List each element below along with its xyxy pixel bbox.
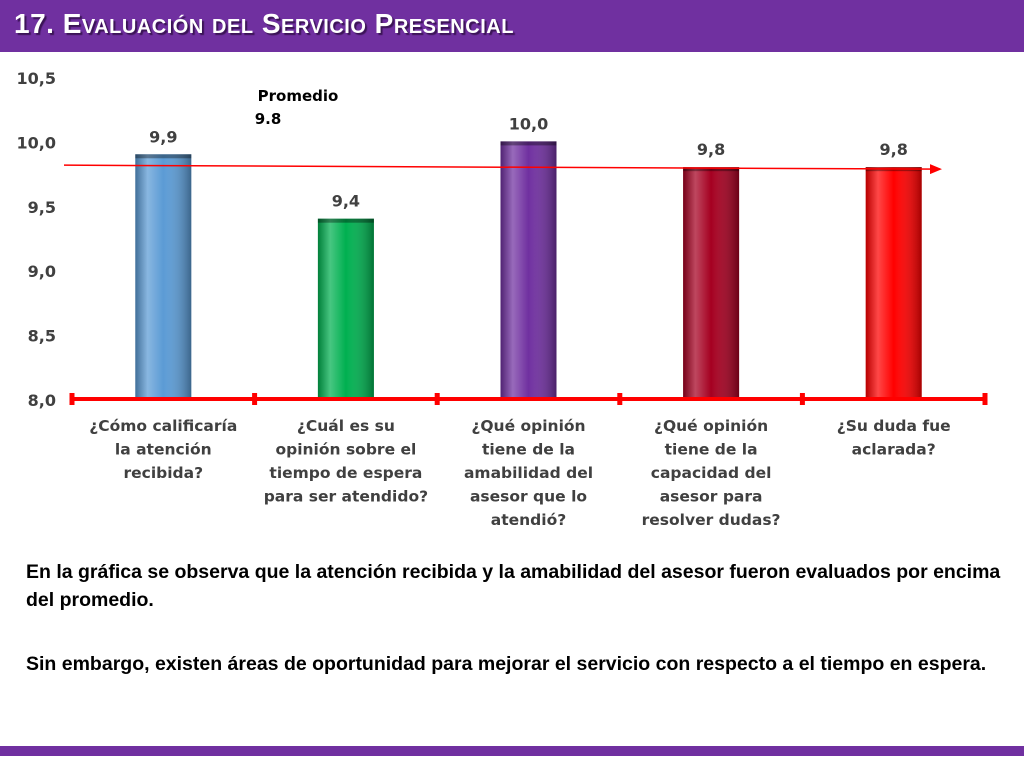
bar-shading: [135, 154, 192, 399]
category-label: aclarada?: [852, 441, 936, 459]
category-label: recibida?: [123, 464, 203, 482]
labels-group: 8,0 8,5 9,0 9,5 10,0 10,5 9,9 ¿Cómo calificaría…: [17, 69, 951, 529]
y-tick-label: 9,0: [28, 262, 56, 281]
bar-shading: [865, 167, 922, 399]
page-title: 17. Evaluación del Servicio Presencial: [14, 8, 514, 39]
category-label: resolver dudas?: [642, 511, 781, 529]
y-tick-label: 10,5: [17, 69, 56, 88]
value-label: 10,0: [509, 114, 548, 133]
bar-chart: 8,0 8,5 9,0 9,5 10,0 10,5 9,9 ¿Cómo calificaría…: [17, 69, 988, 529]
category-label: para ser atendido?: [264, 488, 428, 506]
average-line: [63, 164, 942, 175]
category-label: tiene de la: [665, 441, 758, 459]
value-label: 9,9: [149, 127, 177, 146]
y-tick-label: 9,5: [28, 198, 56, 217]
footer-bar: [0, 746, 1024, 756]
category-label: asesor para: [660, 488, 763, 506]
value-label: 9,4: [332, 192, 360, 211]
category-label: la atención: [115, 441, 212, 459]
bar-top-edge: [683, 167, 740, 172]
summary-paragraph-1: En la gráfica se observa que la atención…: [26, 561, 1001, 611]
bar-top-edge: [135, 154, 192, 159]
bar-top-edge: [317, 218, 374, 223]
category-label: ¿Cuál es su: [297, 417, 395, 435]
value-label: 9,8: [880, 140, 908, 159]
category-label: tiene de la: [482, 441, 575, 459]
bar-shading: [317, 218, 374, 399]
y-tick-label: 8,5: [28, 327, 56, 346]
category-label: asesor que lo: [470, 488, 587, 506]
bar-shading: [683, 167, 740, 399]
y-tick-label: 10,0: [17, 133, 56, 152]
category-label: ¿Qué opinión: [471, 417, 585, 435]
value-label: 9,8: [697, 140, 725, 159]
category-label: ¿Qué opinión: [654, 417, 768, 435]
category-label: atendió?: [491, 511, 566, 529]
y-tick-label: 8,0: [28, 391, 56, 410]
bars-group: [135, 141, 922, 399]
average-group: [63, 164, 942, 175]
average-value-label: 9.8: [255, 110, 282, 128]
axis-group: [69, 393, 988, 405]
average-label: Promedio: [258, 87, 339, 105]
bar-shading: [500, 141, 557, 399]
category-label: capacidad del: [651, 464, 772, 482]
title-bar: 17. Evaluación del Servicio Presencial: [0, 0, 1024, 52]
category-label: ¿Su duda fue: [837, 417, 951, 435]
bar-top-edge: [500, 141, 557, 146]
category-label: ¿Cómo calificaría: [89, 417, 237, 435]
category-label: tiempo de espera: [269, 464, 422, 482]
category-label: amabilidad del: [464, 464, 593, 482]
category-label: opinión sobre el: [275, 441, 416, 459]
summary-paragraph-2: Sin embargo, existen áreas de oportunida…: [26, 653, 987, 675]
